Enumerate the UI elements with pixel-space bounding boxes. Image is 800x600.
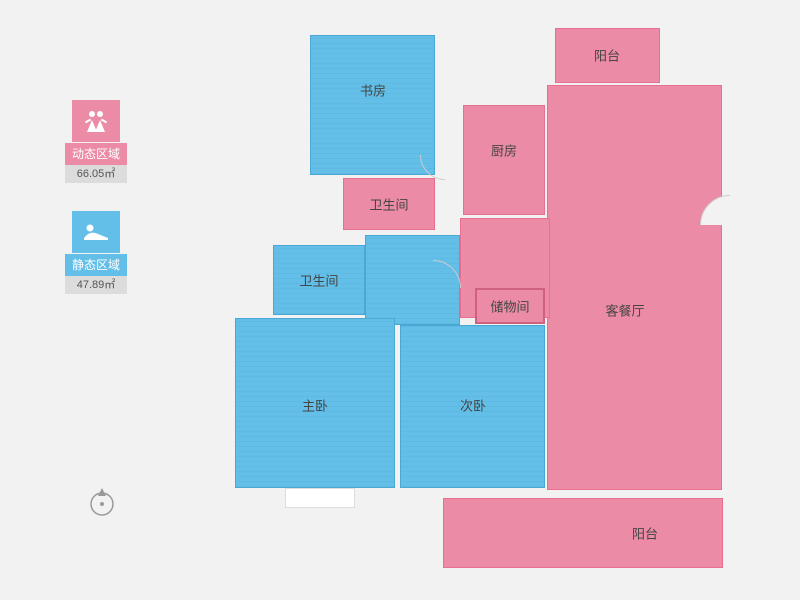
room-label-study: 书房 xyxy=(360,81,386,100)
legend-static: 静态区域 47.89㎡ xyxy=(65,211,127,294)
legend-dynamic-value: 66.05㎡ xyxy=(65,165,127,183)
room-label-kitchen: 厨房 xyxy=(491,141,517,160)
room-label-bath1: 卫生间 xyxy=(369,195,408,214)
room-balcony_bot xyxy=(443,498,723,568)
room-study xyxy=(310,35,435,175)
room-label-bath2: 卫生间 xyxy=(299,271,338,290)
wall-segment xyxy=(285,488,355,508)
floor-plan: 书房卫生间厨房阳台客餐厅储物间卫生间主卧次卧阳台 xyxy=(225,20,735,580)
room-label-living: 客餐厅 xyxy=(605,301,644,320)
legend-dynamic: 动态区域 66.05㎡ xyxy=(65,100,127,183)
legend-panel: 动态区域 66.05㎡ 静态区域 47.89㎡ xyxy=(65,100,127,322)
room-label-balcony_bot: 阳台 xyxy=(632,524,658,543)
legend-dynamic-label: 动态区域 xyxy=(65,143,127,165)
people-icon xyxy=(72,100,120,142)
room-label-secondary: 次卧 xyxy=(460,396,486,415)
legend-static-value: 47.89㎡ xyxy=(65,276,127,294)
rest-icon xyxy=(72,211,120,253)
room-label-master: 主卧 xyxy=(302,396,328,415)
room-kitchen xyxy=(463,105,545,215)
room-label-storage: 储物间 xyxy=(490,297,529,316)
room-living xyxy=(547,85,722,490)
legend-static-label: 静态区域 xyxy=(65,254,127,276)
compass-icon xyxy=(85,485,119,524)
room-label-balcony_top: 阳台 xyxy=(594,46,620,65)
